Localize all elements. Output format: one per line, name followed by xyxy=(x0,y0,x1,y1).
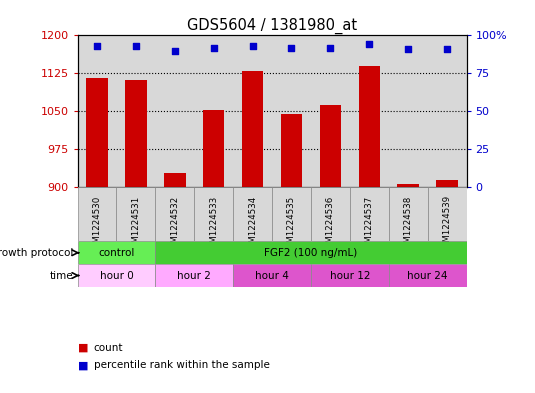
Bar xyxy=(281,114,302,187)
Bar xyxy=(125,80,147,187)
Text: hour 4: hour 4 xyxy=(255,270,289,281)
Text: hour 0: hour 0 xyxy=(100,270,133,281)
Text: count: count xyxy=(94,343,123,353)
Text: GSM1224539: GSM1224539 xyxy=(442,195,452,253)
Bar xyxy=(389,264,467,287)
Point xyxy=(326,44,335,51)
Text: GSM1224534: GSM1224534 xyxy=(248,195,257,253)
Bar xyxy=(78,241,155,264)
Text: GSM1224535: GSM1224535 xyxy=(287,195,296,253)
Text: hour 12: hour 12 xyxy=(330,270,370,281)
Text: GSM1224533: GSM1224533 xyxy=(209,195,218,253)
Point xyxy=(443,46,452,52)
Text: percentile rank within the sample: percentile rank within the sample xyxy=(94,360,270,371)
Point xyxy=(365,41,373,48)
Bar xyxy=(320,105,341,187)
Bar xyxy=(389,35,427,187)
Bar xyxy=(233,264,311,287)
Bar xyxy=(311,35,350,187)
Text: GSM1224530: GSM1224530 xyxy=(93,195,102,253)
Text: hour 24: hour 24 xyxy=(407,270,448,281)
Bar xyxy=(350,35,389,187)
Bar xyxy=(398,184,419,187)
Point xyxy=(132,43,140,49)
Bar xyxy=(427,35,467,187)
Bar xyxy=(194,35,233,187)
Text: GSM1224537: GSM1224537 xyxy=(365,195,374,253)
Bar xyxy=(78,187,117,241)
Point xyxy=(209,44,218,51)
Point xyxy=(404,46,412,52)
Bar xyxy=(78,264,155,287)
Bar xyxy=(350,187,389,241)
Title: GDS5604 / 1381980_at: GDS5604 / 1381980_at xyxy=(187,18,357,34)
Bar xyxy=(203,110,224,187)
Bar xyxy=(358,66,380,187)
Bar xyxy=(164,173,186,187)
Bar xyxy=(194,187,233,241)
Text: GSM1224531: GSM1224531 xyxy=(132,195,140,253)
Text: ■: ■ xyxy=(78,343,88,353)
Bar xyxy=(437,180,458,187)
Bar xyxy=(155,241,467,264)
Text: FGF2 (100 ng/mL): FGF2 (100 ng/mL) xyxy=(264,248,357,258)
Bar xyxy=(155,264,233,287)
Bar xyxy=(78,35,117,187)
Point xyxy=(171,48,179,54)
Bar xyxy=(272,35,311,187)
Bar xyxy=(311,187,350,241)
Text: hour 2: hour 2 xyxy=(177,270,211,281)
Bar xyxy=(242,71,263,187)
Text: GSM1224536: GSM1224536 xyxy=(326,195,335,253)
Bar xyxy=(233,35,272,187)
Bar xyxy=(272,187,311,241)
Bar xyxy=(117,187,155,241)
Text: growth protocol: growth protocol xyxy=(0,248,74,258)
Point xyxy=(287,44,296,51)
Text: ■: ■ xyxy=(78,360,88,371)
Bar xyxy=(427,187,467,241)
Text: time: time xyxy=(50,270,74,281)
Bar xyxy=(155,187,194,241)
Bar xyxy=(233,187,272,241)
Bar xyxy=(311,264,389,287)
Text: GSM1224538: GSM1224538 xyxy=(404,195,412,253)
Point xyxy=(248,43,257,49)
Text: control: control xyxy=(98,248,135,258)
Bar xyxy=(389,187,427,241)
Point xyxy=(93,43,101,49)
Bar xyxy=(155,35,194,187)
Bar xyxy=(86,78,108,187)
Bar xyxy=(117,35,155,187)
Text: GSM1224532: GSM1224532 xyxy=(170,195,179,253)
